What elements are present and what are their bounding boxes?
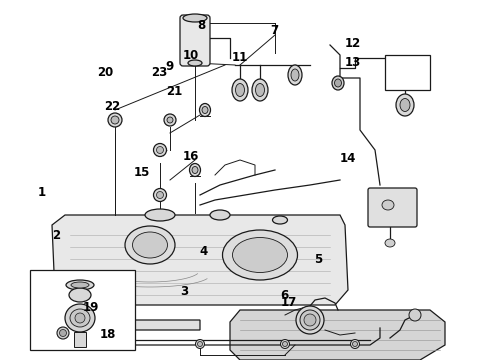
Ellipse shape (288, 65, 302, 85)
Ellipse shape (167, 117, 173, 123)
Ellipse shape (57, 327, 69, 339)
Text: 23: 23 (151, 66, 168, 78)
Ellipse shape (197, 342, 202, 346)
Ellipse shape (71, 282, 89, 288)
Text: 15: 15 (134, 166, 150, 179)
Ellipse shape (188, 60, 202, 66)
Text: 7: 7 (270, 24, 278, 37)
Ellipse shape (300, 310, 320, 330)
Ellipse shape (232, 238, 288, 273)
Ellipse shape (210, 210, 230, 220)
Ellipse shape (145, 209, 175, 221)
FancyBboxPatch shape (180, 15, 210, 66)
Text: 9: 9 (165, 60, 173, 73)
Polygon shape (230, 310, 445, 360)
Text: 17: 17 (281, 296, 297, 309)
Ellipse shape (132, 232, 168, 258)
Ellipse shape (272, 216, 288, 224)
Polygon shape (52, 215, 348, 305)
Ellipse shape (296, 306, 324, 334)
Bar (385, 55, 430, 90)
Text: 12: 12 (344, 37, 361, 50)
Bar (30, 270, 135, 350)
Ellipse shape (69, 288, 91, 302)
Text: 13: 13 (344, 57, 361, 69)
Ellipse shape (153, 189, 167, 202)
Ellipse shape (400, 99, 410, 112)
Ellipse shape (183, 14, 207, 22)
Ellipse shape (291, 69, 299, 81)
Ellipse shape (385, 239, 395, 247)
Ellipse shape (164, 114, 176, 126)
Text: 10: 10 (183, 49, 199, 62)
Bar (74, 332, 86, 347)
Text: 22: 22 (104, 100, 121, 113)
Ellipse shape (190, 163, 200, 176)
Ellipse shape (156, 192, 164, 198)
Ellipse shape (118, 342, 122, 346)
Text: 4: 4 (199, 246, 207, 258)
FancyBboxPatch shape (368, 188, 417, 227)
Text: 14: 14 (340, 152, 356, 165)
Ellipse shape (192, 166, 198, 174)
Ellipse shape (409, 309, 421, 321)
Text: 3: 3 (180, 285, 188, 298)
Text: 6: 6 (280, 289, 288, 302)
Text: 2: 2 (52, 229, 60, 242)
Ellipse shape (70, 309, 90, 327)
Ellipse shape (352, 342, 358, 346)
Text: 8: 8 (197, 19, 205, 32)
Text: 11: 11 (232, 51, 248, 64)
Ellipse shape (255, 84, 265, 96)
Ellipse shape (111, 116, 119, 124)
Ellipse shape (332, 76, 344, 90)
Text: 16: 16 (183, 150, 199, 163)
Ellipse shape (199, 104, 211, 117)
Ellipse shape (350, 339, 360, 348)
Ellipse shape (283, 342, 288, 346)
Text: 20: 20 (97, 66, 114, 78)
Text: 18: 18 (99, 328, 116, 341)
Ellipse shape (65, 304, 95, 332)
Ellipse shape (335, 79, 342, 87)
Ellipse shape (202, 107, 208, 113)
Ellipse shape (222, 230, 297, 280)
Text: 19: 19 (82, 301, 99, 314)
Text: 1: 1 (38, 186, 46, 199)
Ellipse shape (196, 339, 204, 348)
Ellipse shape (116, 339, 124, 348)
Ellipse shape (75, 313, 85, 323)
Ellipse shape (125, 226, 175, 264)
Ellipse shape (382, 200, 394, 210)
Ellipse shape (236, 84, 245, 96)
Ellipse shape (396, 94, 414, 116)
Ellipse shape (252, 79, 268, 101)
Ellipse shape (304, 314, 316, 326)
Ellipse shape (280, 339, 290, 348)
Ellipse shape (66, 280, 94, 290)
Ellipse shape (153, 144, 167, 157)
Ellipse shape (156, 147, 164, 153)
Text: 21: 21 (166, 85, 182, 98)
Ellipse shape (232, 79, 248, 101)
Ellipse shape (108, 113, 122, 127)
Polygon shape (50, 308, 200, 330)
Text: 5: 5 (315, 253, 322, 266)
Ellipse shape (59, 329, 67, 337)
